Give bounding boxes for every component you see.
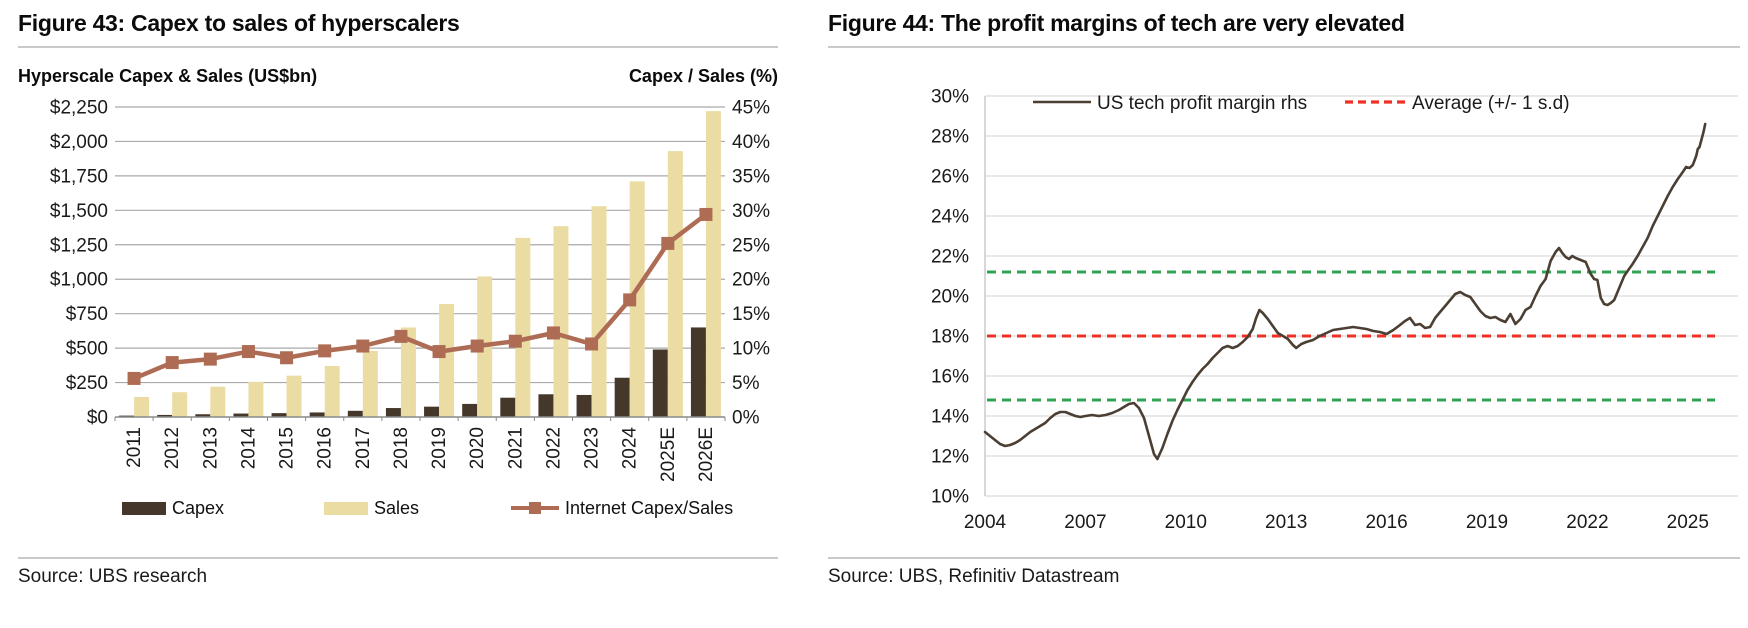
svg-text:0%: 0%: [732, 408, 760, 429]
figure-44-panel: Figure 44: The profit margins of tech ar…: [828, 10, 1740, 588]
svg-text:40%: 40%: [732, 132, 770, 153]
left-axis-title: Hyperscale Capex & Sales (US$bn): [18, 66, 318, 86]
legend-item-internet-capex-sales: Internet Capex/Sales: [511, 495, 733, 521]
svg-text:$1,750: $1,750: [50, 166, 108, 187]
svg-text:2011: 2011: [124, 427, 145, 468]
svg-text:10%: 10%: [931, 487, 969, 508]
svg-text:2021: 2021: [505, 427, 526, 469]
svg-text:2013: 2013: [200, 427, 221, 469]
svg-text:$1,250: $1,250: [50, 235, 108, 256]
right-axis-title: Capex / Sales (%): [628, 66, 778, 86]
svg-text:2007: 2007: [1064, 512, 1106, 533]
figure-43-axis-titles: Hyperscale Capex & Sales (US$bn) Capex /…: [18, 66, 778, 87]
figure-43-title-divider: [18, 46, 778, 48]
svg-text:Average (+/- 1 s.d): Average (+/- 1 s.d): [1412, 93, 1570, 114]
svg-text:2018: 2018: [391, 427, 412, 469]
svg-text:12%: 12%: [931, 447, 969, 468]
svg-text:2026E: 2026E: [696, 427, 717, 482]
capex-sales-bar-line-chart: $0 0% $250 5% $500 10% $750 15% $1,000 20% $1,250 2…: [50, 98, 770, 482]
svg-text:$2,250: $2,250: [50, 98, 108, 119]
svg-text:2020: 2020: [467, 427, 488, 469]
svg-text:2016: 2016: [315, 427, 336, 469]
figure-43-panel: Figure 43: Capex to sales of hyperscaler…: [18, 10, 778, 588]
svg-text:22%: 22%: [931, 247, 969, 268]
line-marker-swatch-icon: [511, 501, 559, 515]
svg-text:2015: 2015: [277, 427, 298, 469]
svg-text:35%: 35%: [732, 166, 770, 187]
svg-text:$0: $0: [87, 408, 108, 429]
svg-text:2019: 2019: [1466, 512, 1508, 533]
svg-text:16%: 16%: [931, 367, 969, 388]
tech-profit-margin-line-chart: 10% 12% 14% 16% 18% 20% 22% 24% 26% 28% 30% 2004 200…: [931, 87, 1738, 533]
svg-text:$1,000: $1,000: [50, 270, 108, 291]
svg-text:30%: 30%: [732, 201, 770, 222]
svg-text:2017: 2017: [353, 427, 374, 469]
svg-text:2024: 2024: [620, 427, 641, 470]
svg-text:2022: 2022: [1566, 512, 1608, 533]
svg-text:5%: 5%: [732, 373, 760, 394]
svg-text:US tech profit margin rhs: US tech profit margin rhs: [1097, 93, 1307, 114]
svg-text:2019: 2019: [429, 427, 450, 469]
svg-text:25%: 25%: [732, 235, 770, 256]
svg-text:$250: $250: [66, 373, 108, 394]
figure-44-title-divider: [828, 46, 1740, 48]
legend-item-capex: Capex: [122, 495, 224, 521]
svg-text:10%: 10%: [732, 339, 770, 360]
figure-43-title: Figure 43: Capex to sales of hyperscaler…: [18, 10, 460, 36]
figure-44-title: Figure 44: The profit margins of tech ar…: [828, 10, 1405, 36]
svg-text:$750: $750: [66, 304, 108, 325]
figure-43-source: Source: UBS research: [18, 566, 208, 587]
svg-text:45%: 45%: [732, 98, 770, 119]
figure-43-source-divider: [18, 557, 778, 559]
figure-44-source: Source: UBS, Refinitiv Datastream: [828, 566, 1120, 587]
figure-43-legend: Capex Sales Internet Capex/Sales: [18, 495, 778, 521]
svg-text:$500: $500: [66, 339, 108, 360]
svg-text:2013: 2013: [1265, 512, 1307, 533]
svg-text:2025E: 2025E: [658, 427, 679, 482]
svg-text:2014: 2014: [238, 427, 259, 470]
svg-text:2016: 2016: [1365, 512, 1407, 533]
figure-44-source-divider: [828, 557, 1740, 559]
svg-text:30%: 30%: [931, 87, 969, 108]
svg-text:28%: 28%: [931, 127, 969, 148]
svg-text:2025: 2025: [1667, 512, 1709, 533]
svg-text:$1,500: $1,500: [50, 201, 108, 222]
svg-text:2022: 2022: [543, 427, 564, 469]
legend-label-internet-capex-sales: Internet Capex/Sales: [565, 497, 734, 518]
svg-text:2023: 2023: [582, 427, 603, 469]
legend-label-capex: Capex: [172, 497, 225, 518]
svg-text:2012: 2012: [162, 427, 183, 469]
svg-text:14%: 14%: [931, 407, 969, 428]
capex-swatch-icon: [122, 501, 166, 515]
svg-text:20%: 20%: [732, 270, 770, 291]
svg-text:24%: 24%: [931, 207, 969, 228]
legend-item-sales: Sales: [324, 495, 419, 521]
figure-43-source-block: Source: UBS research: [18, 557, 778, 588]
svg-text:2010: 2010: [1165, 512, 1207, 533]
svg-text:20%: 20%: [931, 287, 969, 308]
sales-swatch-icon: [324, 501, 368, 515]
legend-label-sales: Sales: [374, 497, 420, 518]
svg-text:15%: 15%: [732, 304, 770, 325]
figure-44-source-block: Source: UBS, Refinitiv Datastream: [828, 557, 1740, 588]
svg-text:26%: 26%: [931, 167, 969, 188]
svg-text:2004: 2004: [964, 512, 1007, 533]
svg-text:18%: 18%: [931, 327, 969, 348]
svg-text:$2,000: $2,000: [50, 132, 108, 153]
